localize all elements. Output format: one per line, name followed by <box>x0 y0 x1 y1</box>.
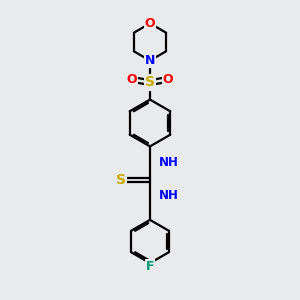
Text: O: O <box>163 73 173 86</box>
Text: S: S <box>116 173 126 187</box>
Text: S: S <box>145 76 155 89</box>
Text: N: N <box>145 54 155 67</box>
Text: O: O <box>127 73 137 86</box>
Text: NH: NH <box>159 156 179 170</box>
Text: F: F <box>146 260 154 273</box>
Text: O: O <box>145 17 155 30</box>
Text: NH: NH <box>159 189 179 203</box>
